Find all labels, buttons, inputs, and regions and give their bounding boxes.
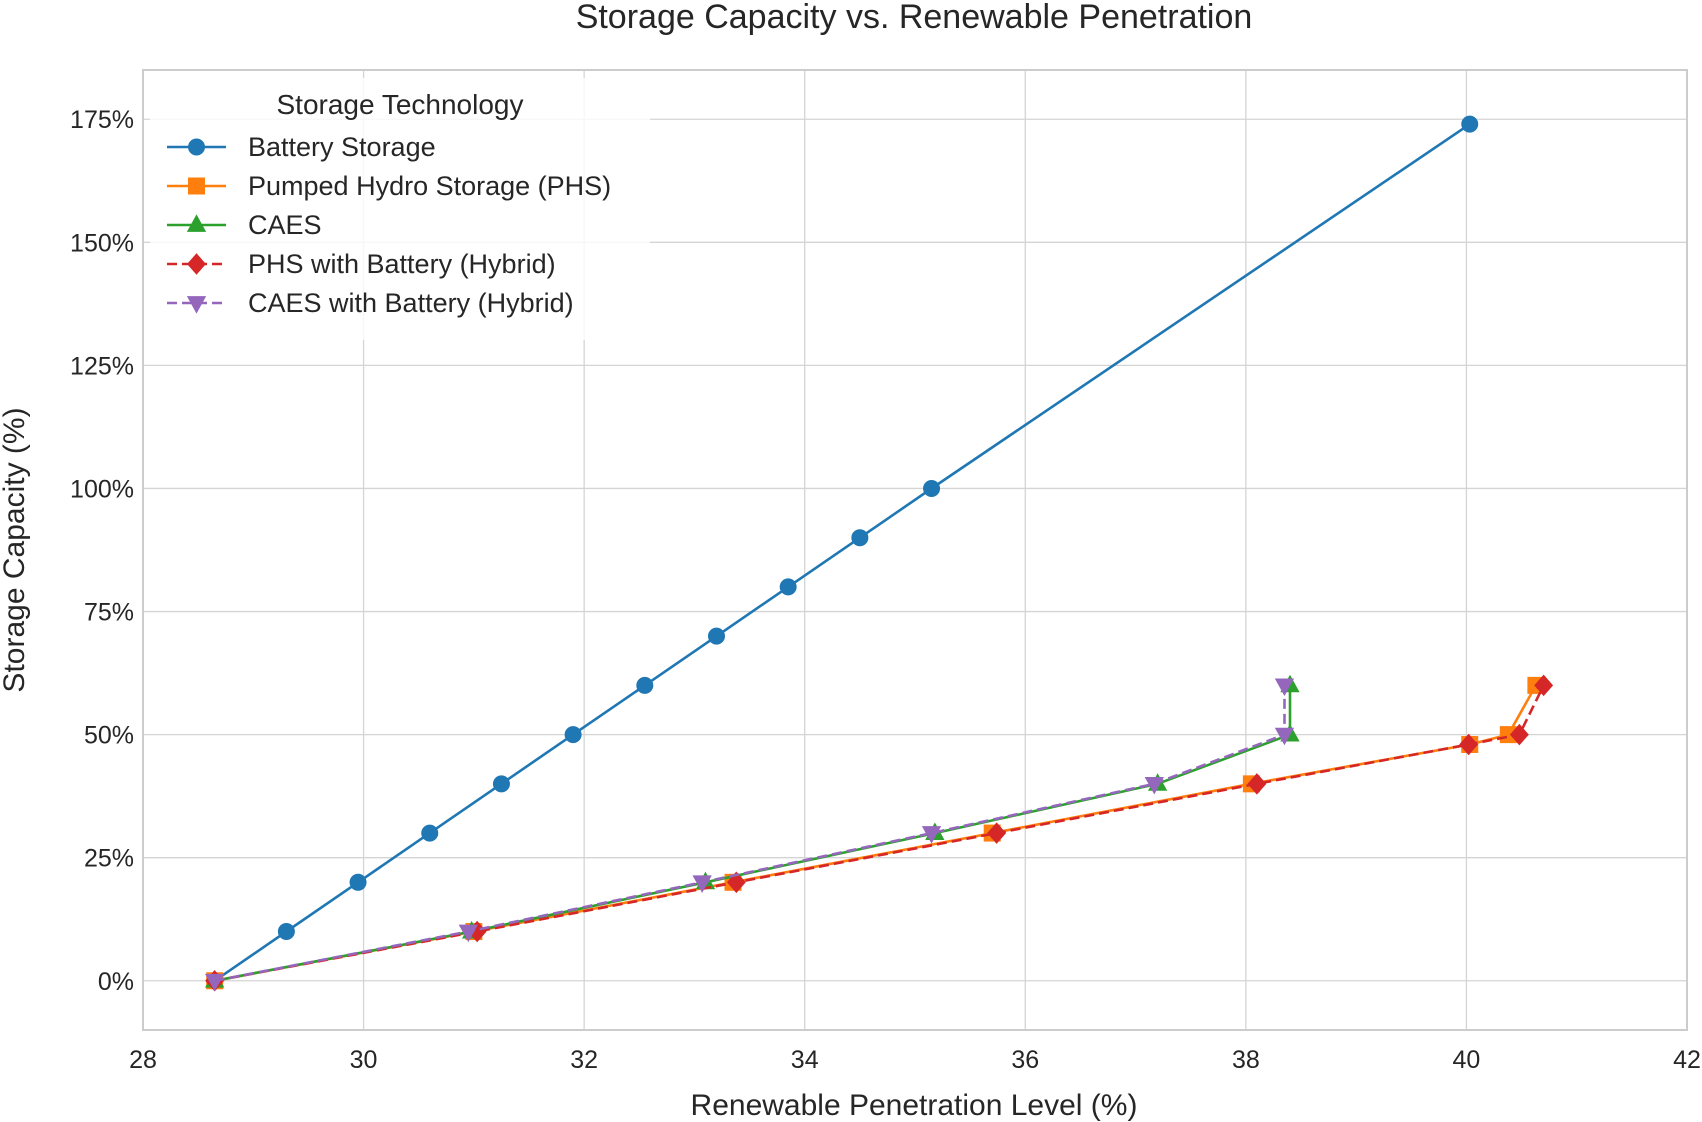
- data-point: [987, 822, 1007, 844]
- data-point: [564, 726, 582, 744]
- y-axis-ticks: 0% 25% 50% 75% 100% 125% 150% 175%: [70, 106, 134, 996]
- x-tick-label: 32: [570, 1046, 598, 1074]
- y-tick-label: 25%: [84, 845, 134, 873]
- legend-title: Storage Technology: [277, 89, 524, 120]
- data-point: [1144, 776, 1164, 795]
- x-tick-label: 42: [1673, 1046, 1701, 1074]
- grid: [142, 70, 1688, 1030]
- data-point: [1459, 733, 1479, 756]
- chart-title: Storage Capacity vs. Renewable Penetrati…: [576, 0, 1253, 36]
- y-tick-label: 50%: [84, 722, 134, 750]
- legend-items: Battery Storage Pumped Hydro Storage (PHS…: [167, 132, 611, 318]
- data-point: [1247, 773, 1267, 795]
- data-point: [205, 973, 225, 992]
- series-line: [214, 684, 1545, 983]
- data-point: [779, 578, 797, 596]
- legend-marker: [188, 177, 205, 195]
- x-tick-label: 30: [350, 1046, 378, 1074]
- x-tick-label: 36: [1011, 1046, 1039, 1074]
- plot-area: [142, 69, 1688, 1031]
- data-point: [349, 873, 367, 891]
- legend-marker: [186, 296, 207, 314]
- data-point: [851, 529, 869, 547]
- x-tick-label: 38: [1232, 1046, 1260, 1074]
- legend-label: Battery Storage: [248, 132, 436, 162]
- legend: Storage Technology Battery Storage Pumped…: [150, 78, 650, 340]
- x-axis-ticks: 28 30 32 34 36 38 40 42: [129, 1046, 1701, 1074]
- legend-item: PHS with Battery (Hybrid): [167, 249, 556, 279]
- legend-marker: [188, 138, 205, 156]
- data-point: [1274, 678, 1295, 697]
- data-point: [1274, 727, 1295, 746]
- data-point: [421, 824, 439, 842]
- legend-item: Battery Storage: [167, 132, 436, 162]
- x-tick-label: 34: [791, 1046, 819, 1074]
- legend-marker: [187, 253, 206, 275]
- series-5: [205, 678, 1295, 992]
- series-line: [214, 685, 1292, 983]
- series-line: [213, 123, 1471, 982]
- legend-box: [150, 78, 650, 340]
- legend-label: Pumped Hydro Storage (PHS): [248, 171, 611, 201]
- data-point: [1461, 115, 1479, 133]
- x-tick-label: 40: [1453, 1046, 1481, 1074]
- data-point: [692, 875, 712, 893]
- legend-marker: [186, 214, 207, 232]
- y-tick-label: 125%: [70, 352, 134, 380]
- legend-item: CAES with Battery (Hybrid): [167, 288, 574, 318]
- legend-label: CAES with Battery (Hybrid): [248, 288, 574, 318]
- legend-item: CAES: [167, 210, 322, 240]
- x-tick-label: 28: [129, 1046, 157, 1074]
- data-point: [921, 826, 942, 844]
- data-point: [726, 871, 746, 894]
- series-line: [214, 685, 1286, 983]
- data-point: [492, 775, 510, 793]
- y-tick-label: 150%: [70, 229, 134, 257]
- series-1: [206, 115, 1479, 990]
- data-point: [636, 676, 654, 694]
- y-tick-label: 0%: [98, 968, 134, 996]
- x-axis-label: Renewable Penetration Level (%): [691, 1089, 1138, 1122]
- data-point: [707, 627, 725, 645]
- y-tick-label: 175%: [70, 106, 134, 134]
- series-line: [214, 684, 1538, 983]
- data-point: [1534, 674, 1554, 697]
- data-point: [1509, 723, 1529, 746]
- y-axis-label: Storage Capacity (%): [0, 407, 31, 692]
- y-tick-label: 100%: [70, 475, 134, 503]
- data-point: [923, 479, 941, 497]
- legend-label: CAES: [248, 210, 322, 240]
- legend-item: Pumped Hydro Storage (PHS): [167, 171, 611, 201]
- y-tick-label: 75%: [84, 599, 134, 627]
- series-3: [205, 674, 1300, 988]
- series-layer: [205, 115, 1554, 992]
- data-point: [277, 923, 295, 941]
- legend-label: PHS with Battery (Hybrid): [248, 249, 556, 279]
- data-point: [458, 924, 478, 943]
